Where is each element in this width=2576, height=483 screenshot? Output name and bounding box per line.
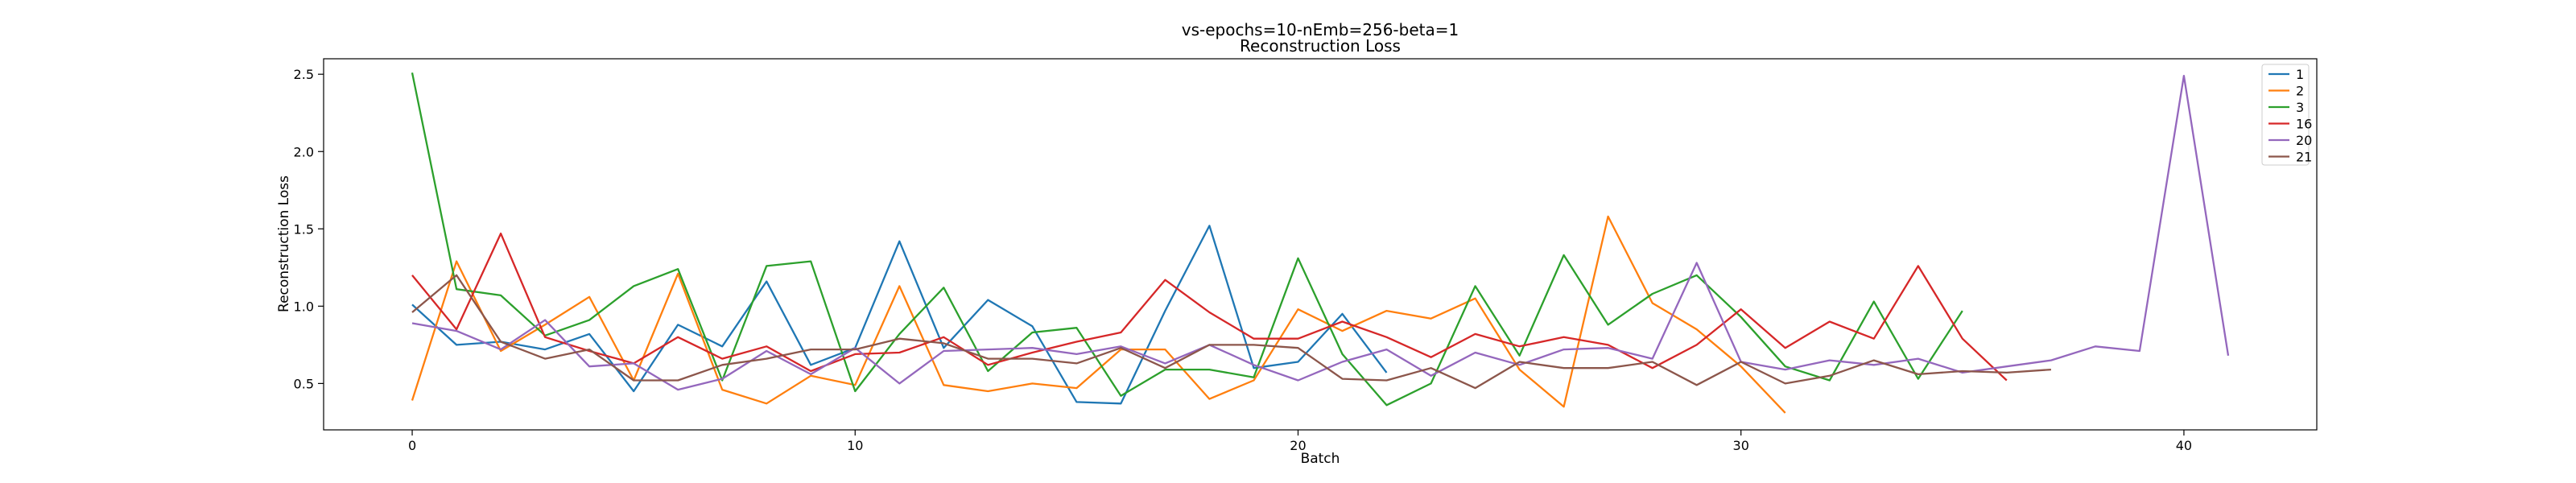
- plot-frame: [323, 58, 2318, 431]
- plot-area: 0 10 20 30 40 0.5 1.0 1.5 2.0 2.5: [294, 58, 2318, 453]
- series-line-2: [411, 215, 1786, 414]
- x-tick-label: 40: [2176, 438, 2192, 453]
- y-tick-label: 0.5: [294, 376, 314, 391]
- series-line-21: [411, 274, 2051, 390]
- x-tick-label: 20: [1290, 438, 1306, 453]
- legend-label-3: 3: [2296, 100, 2304, 115]
- y-tick-label: 2.0: [294, 144, 314, 159]
- y-axis: 0.5 1.0 1.5 2.0 2.5: [294, 67, 324, 391]
- series-layer: [411, 72, 2230, 414]
- x-axis: 0 10 20 30 40: [408, 430, 2192, 453]
- x-tick-label: 0: [408, 438, 416, 453]
- legend-label-16: 16: [2296, 117, 2312, 132]
- y-tick-label: 2.5: [294, 67, 314, 82]
- chart-subtitle: Reconstruction Loss: [1240, 36, 1401, 56]
- series-line-1: [411, 225, 1388, 405]
- legend-label-21: 21: [2296, 150, 2312, 165]
- legend-label-2: 2: [2296, 84, 2304, 99]
- series-line-20: [411, 74, 2230, 391]
- chart-title: vs-epochs=10-nEmb=256-beta=1: [1182, 20, 1459, 39]
- legend-label-20: 20: [2296, 133, 2312, 148]
- legend-label-1: 1: [2296, 67, 2304, 82]
- x-tick-label: 30: [1733, 438, 1749, 453]
- series-line-16: [411, 232, 2008, 382]
- series-line-3: [411, 72, 1963, 407]
- x-tick-label: 10: [847, 438, 863, 453]
- y-tick-label: 1.5: [294, 221, 314, 237]
- y-tick-label: 1.0: [294, 299, 314, 314]
- x-axis-label: Batch: [1301, 451, 1340, 467]
- y-axis-label: Reconstruction Loss: [276, 175, 292, 312]
